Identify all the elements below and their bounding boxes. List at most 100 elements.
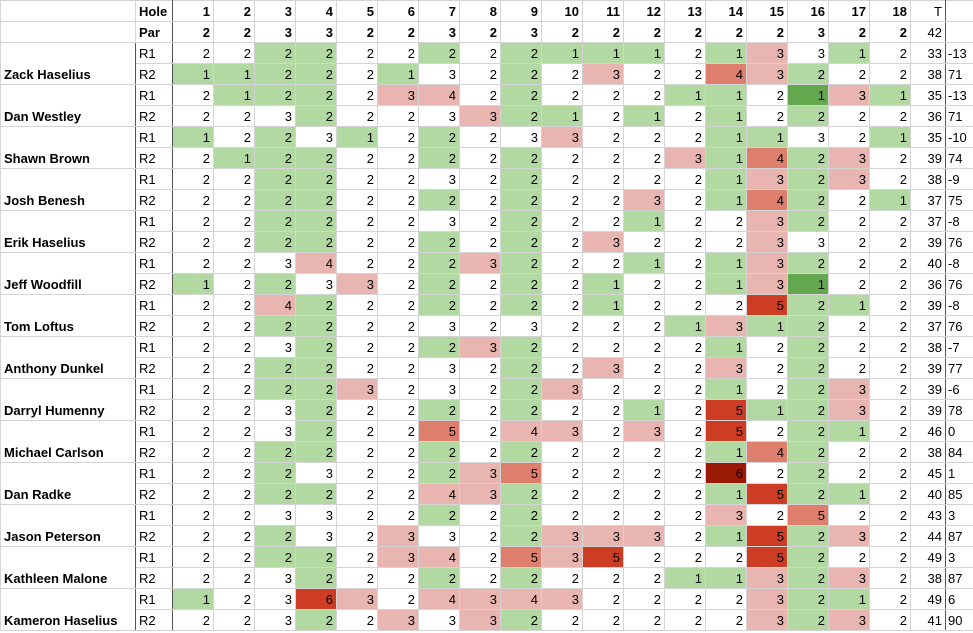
score-cell: 2 (541, 504, 583, 526)
round-label: R1 (135, 210, 173, 232)
round-label: R2 (135, 525, 173, 547)
score-cell: 2 (869, 147, 911, 169)
score-cell: 1 (869, 126, 911, 148)
round-total: 38 (910, 168, 946, 190)
round-label: R2 (135, 273, 173, 295)
score-cell: 2 (541, 567, 583, 589)
round-total: 39 (910, 294, 946, 316)
score-cell: 2 (500, 147, 542, 169)
score-cell: 2 (664, 168, 706, 190)
round-total: 39 (910, 357, 946, 379)
score-cell: 2 (459, 84, 501, 106)
score-cell: 2 (664, 63, 706, 85)
score-cell: 2 (500, 273, 542, 295)
score-cell: 1 (172, 126, 214, 148)
score-cell: 1 (172, 588, 214, 610)
score-cell: 2 (295, 420, 337, 442)
score-cell: 2 (787, 357, 829, 379)
score-cell: 2 (623, 441, 665, 463)
blank-cell (945, 21, 973, 43)
score-cell: 4 (705, 63, 747, 85)
score-cell: 2 (459, 378, 501, 400)
round-total: 37 (910, 315, 946, 337)
score-cell: 3 (582, 231, 624, 253)
score-cell: 2 (705, 588, 747, 610)
score-cell: 2 (582, 399, 624, 421)
score-cell: 2 (459, 231, 501, 253)
score-cell: 2 (213, 588, 255, 610)
score-cell: 2 (418, 147, 460, 169)
score-cell: 5 (746, 483, 788, 505)
row: Dan Westley R1 2 1 2 2 2 3 4 2 2 2 2 2 1 1 2 1 3 1 35 -13 (0, 84, 973, 127)
score-cell: 2 (418, 441, 460, 463)
score-cell: 2 (377, 147, 419, 169)
score-cell: 2 (172, 105, 214, 127)
score-cell: 3 (418, 525, 460, 547)
score-cell: 3 (295, 126, 337, 148)
round-extra: -8 (945, 252, 973, 274)
score-cell: 2 (254, 357, 296, 379)
score-cell: 2 (541, 609, 583, 631)
score-cell: 3 (746, 210, 788, 232)
score-cell: 2 (377, 567, 419, 589)
round-label: R1 (135, 504, 173, 526)
hole-number: 1 (172, 0, 214, 22)
hole-number: 17 (828, 0, 870, 22)
score-cell: 4 (500, 420, 542, 442)
score-cell: 1 (213, 63, 255, 85)
score-cell: 2 (541, 462, 583, 484)
score-cell: 3 (459, 483, 501, 505)
round-label: R2 (135, 63, 173, 85)
score-cell: 2 (459, 273, 501, 295)
par-value: 3 (787, 21, 829, 43)
round-extra: 71 (945, 105, 973, 127)
score-cell: 2 (582, 441, 624, 463)
round-total: 44 (910, 525, 946, 547)
score-cell: 2 (787, 63, 829, 85)
score-cell: 2 (582, 462, 624, 484)
score-cell: 4 (418, 483, 460, 505)
round-total: 39 (910, 231, 946, 253)
par-value: 2 (172, 21, 214, 43)
score-cell: 2 (500, 336, 542, 358)
score-cell: 2 (295, 231, 337, 253)
score-cell: 2 (582, 189, 624, 211)
row: R2 2 1 2 2 2 2 2 2 2 2 2 2 3 1 4 2 3 2 39 74 (1, 147, 973, 169)
score-cell: 2 (582, 567, 624, 589)
score-cell: 2 (664, 420, 706, 442)
score-cell: 1 (705, 336, 747, 358)
score-cell: 3 (746, 273, 788, 295)
score-cell: 1 (336, 126, 378, 148)
row: Zack Haselius R1 2 2 2 2 2 2 2 2 2 1 1 1 2 1 3 3 1 2 33 -13 (0, 42, 973, 85)
score-cell: 5 (418, 420, 460, 442)
score-cell: 2 (213, 42, 255, 64)
score-cell: 2 (172, 147, 214, 169)
score-cell: 2 (377, 210, 419, 232)
round-extra: 75 (945, 189, 973, 211)
score-cell: 2 (418, 462, 460, 484)
score-cell: 2 (787, 588, 829, 610)
score-cell: 2 (336, 252, 378, 274)
score-cell: 2 (664, 189, 706, 211)
score-cell: 2 (500, 525, 542, 547)
score-cell: 3 (705, 357, 747, 379)
round-extra: 76 (945, 273, 973, 295)
player-name: Darryl Humenny (0, 378, 136, 421)
score-cell: 1 (746, 126, 788, 148)
score-cell: 3 (787, 231, 829, 253)
score-cell: 2 (377, 399, 419, 421)
row: R2 2 2 2 3 2 3 3 2 2 3 3 3 2 1 5 2 3 2 44 87 (1, 525, 973, 547)
score-cell: 2 (869, 105, 911, 127)
score-cell: 1 (623, 105, 665, 127)
score-cell: 2 (828, 210, 870, 232)
score-cell: 2 (664, 609, 706, 631)
score-cell: 2 (172, 189, 214, 211)
score-cell: 2 (787, 567, 829, 589)
score-cell: 3 (746, 63, 788, 85)
score-cell: 2 (254, 378, 296, 400)
row: Jeff Woodfill R1 2 2 3 4 2 2 2 3 2 2 2 1 2 1 3 2 2 2 40 -8 (0, 252, 973, 295)
score-cell: 2 (254, 126, 296, 148)
score-cell: 2 (459, 504, 501, 526)
par-value: 2 (459, 21, 501, 43)
